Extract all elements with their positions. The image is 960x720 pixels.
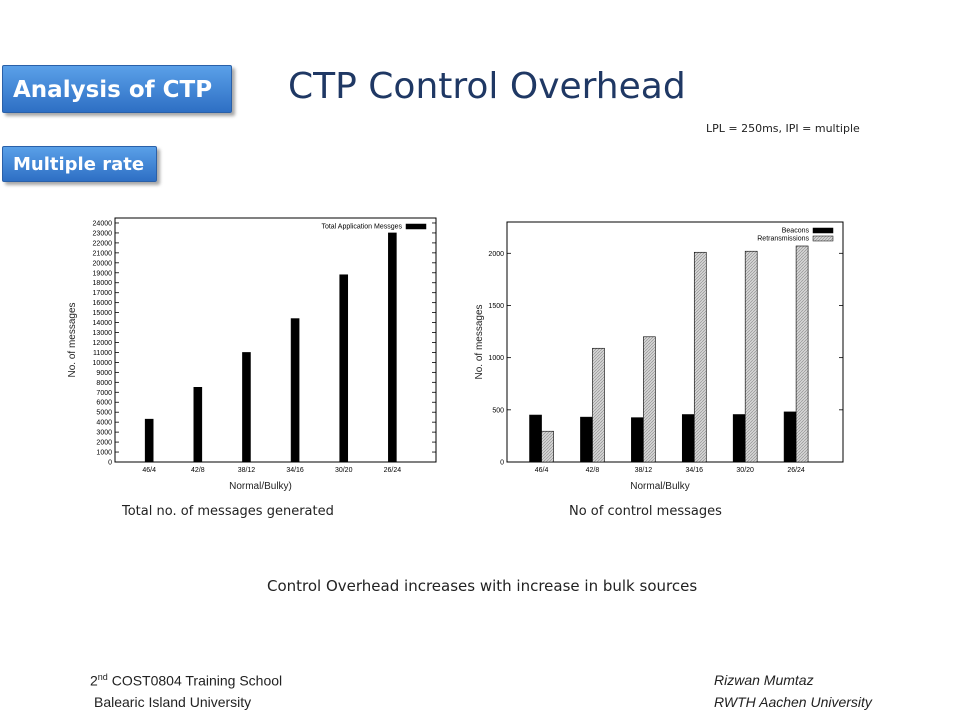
legend-label: Retransmissions (757, 236, 809, 243)
y-tick-label: 1500 (488, 303, 504, 310)
y-tick-label: 3000 (96, 430, 112, 437)
x-tick-label: 30/20 (335, 467, 353, 474)
bar-total-application-messges (339, 274, 349, 463)
bar-beacons (580, 416, 593, 463)
y-axis-label: No. of messages (474, 304, 485, 379)
legend-swatch (812, 235, 834, 242)
bar-total-application-messges (290, 318, 300, 463)
y-tick-label: 1000 (96, 450, 112, 457)
y-tick-label: 1000 (488, 355, 504, 362)
bar-retransmissions (693, 251, 707, 463)
y-tick-label: 10000 (93, 360, 113, 367)
x-tick-label: 26/24 (384, 467, 402, 474)
bar-beacons (732, 414, 746, 463)
chart1-caption: Total no. of messages generated (122, 504, 334, 519)
x-axis-label: Normal/Bulky (630, 481, 689, 492)
y-tick-label: 18000 (93, 280, 113, 287)
y-tick-label: 13000 (93, 330, 113, 337)
bar-total-application-messges (388, 232, 397, 463)
bar-total-application-messges (193, 387, 203, 463)
x-tick-label: 46/4 (535, 467, 549, 474)
footer-event-ordinal: 2 (90, 672, 98, 689)
x-tick-label: 42/8 (586, 467, 600, 474)
footer-event-name: COST0804 Training School (107, 672, 283, 689)
bar-beacons (529, 414, 542, 463)
footer-event: 2nd COST0804 Training School (90, 672, 282, 689)
x-tick-label: 34/16 (686, 467, 704, 474)
x-tick-label: 46/4 (142, 467, 156, 474)
legend-label: Total Application Messges (321, 224, 402, 231)
footer-affiliation: RWTH Aachen University (714, 694, 872, 710)
y-tick-label: 20000 (93, 260, 113, 267)
y-tick-label: 9000 (96, 370, 112, 377)
bar-beacons (783, 411, 797, 463)
y-tick-label: 0 (500, 460, 504, 467)
y-tick-label: 0 (108, 460, 112, 467)
y-tick-label: 8000 (96, 380, 112, 387)
plot-frame (506, 221, 844, 463)
y-tick-label: 16000 (93, 300, 113, 307)
y-tick-label: 19000 (93, 270, 113, 277)
x-tick-label: 26/24 (787, 467, 805, 474)
y-tick-label: 21000 (93, 250, 113, 257)
bar-total-application-messges (144, 418, 154, 463)
legend-swatch (405, 223, 427, 230)
y-tick-label: 11000 (93, 350, 112, 357)
y-tick-label: 2000 (96, 440, 112, 447)
y-tick-label: 17000 (93, 290, 113, 297)
legend-swatch (812, 227, 834, 234)
legend-label: Beacons (782, 228, 810, 235)
y-tick-label: 4000 (96, 420, 112, 427)
footer-author: Rizwan Mumtaz (714, 672, 814, 688)
parameters-note: LPL = 250ms, IPI = multiple (706, 122, 860, 135)
chart2-caption: No of control messages (569, 504, 722, 519)
bar-retransmissions (795, 245, 809, 463)
y-tick-label: 500 (492, 407, 504, 414)
total-messages-chart: 0 1000 2000 3000 4000 5000 6000 7000 8000 9000 100… (67, 217, 437, 492)
y-tick-label: 6000 (96, 400, 112, 407)
y-tick-label: 5000 (96, 410, 112, 417)
y-tick-label: 22000 (93, 240, 113, 247)
y-tick-label: 24000 (93, 220, 113, 227)
conclusion-text: Control Overhead increases with increase… (267, 577, 698, 595)
bar-beacons (681, 414, 695, 463)
bar-retransmissions (643, 336, 656, 463)
bar-retransmissions (541, 430, 554, 463)
x-tick-label: 30/20 (736, 467, 754, 474)
x-tick-label: 34/16 (286, 467, 304, 474)
x-tick-label: 38/12 (238, 467, 256, 474)
bar-retransmissions (592, 347, 605, 463)
bar-total-application-messges (242, 352, 251, 463)
page-title: CTP Control Overhead (288, 66, 686, 107)
bar-retransmissions (744, 250, 758, 463)
y-axis-label: No. of messages (67, 302, 78, 377)
plot-frame (114, 217, 437, 463)
x-tick-label: 42/8 (191, 467, 205, 474)
y-tick-label: 7000 (96, 390, 112, 397)
y-tick-label: 14000 (93, 320, 113, 327)
y-tick-label: 12000 (93, 340, 113, 347)
x-tick-label: 38/12 (635, 467, 653, 474)
subsection-tag: Multiple rate (2, 146, 157, 182)
footer-event-ordinal-suffix: nd (97, 672, 108, 682)
x-axis-label: Normal/Bulky) (229, 481, 292, 492)
y-tick-label: 15000 (93, 310, 113, 317)
y-tick-label: 2000 (488, 251, 504, 258)
section-tag: Analysis of CTP (2, 65, 232, 113)
bar-beacons (631, 417, 644, 463)
control-messages-chart: 0 500 1000 1500 2000 46/4 42/8 38/12 34/16 30/20 2… (474, 221, 844, 492)
footer-institution: Balearic Island University (94, 694, 252, 710)
y-tick-label: 23000 (93, 230, 113, 237)
